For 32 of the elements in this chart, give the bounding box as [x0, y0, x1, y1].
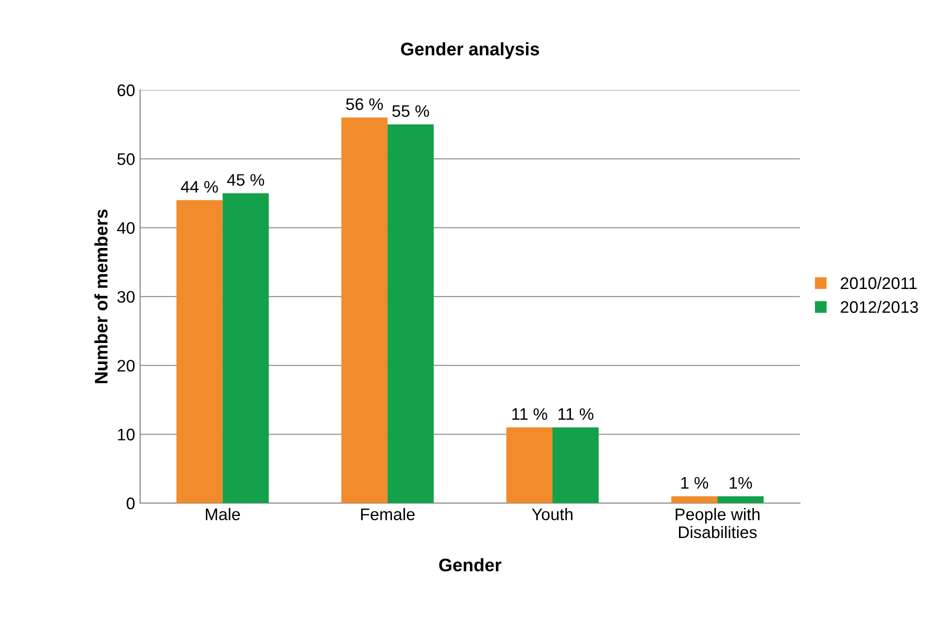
data-label: 1%: [730, 477, 752, 489]
x-axis-title: Gender: [439, 558, 502, 572]
data-label: 44 %: [180, 180, 218, 193]
legend-label: 2012/2013: [840, 300, 918, 313]
bar: [671, 496, 718, 504]
x-tick-label: Male: [206, 508, 240, 520]
y-tick-label: 10: [118, 428, 135, 440]
bar: [717, 496, 764, 504]
y-tick-label: 30: [117, 290, 135, 303]
data-label: 11 %: [558, 408, 594, 420]
bar: [222, 193, 269, 504]
chart-title: Gender analysis: [401, 42, 540, 60]
bar: [176, 200, 223, 504]
bar: [388, 124, 434, 504]
legend-label: 2010/2011: [840, 276, 917, 290]
y-axis-title: Number of members: [94, 210, 108, 384]
y-tick-label: 50: [117, 153, 135, 166]
data-label: 55 %: [392, 105, 430, 117]
x-tick-label: Youth: [532, 508, 572, 520]
bar: [341, 118, 388, 504]
x-tick-label: Female: [361, 508, 415, 520]
bar: [506, 427, 553, 504]
data-label: 45 %: [227, 174, 264, 186]
bar: [552, 427, 599, 504]
x-tick-label: People with Disabilities: [676, 508, 760, 538]
y-tick-label: 60: [118, 84, 135, 96]
y-tick-label: 0: [126, 498, 135, 510]
data-label: 11 %: [512, 408, 548, 420]
data-label: 1 %: [681, 477, 708, 489]
y-tick-label: 40: [117, 222, 135, 234]
y-tick-label: 20: [118, 360, 135, 372]
data-label: 56 %: [346, 98, 383, 110]
